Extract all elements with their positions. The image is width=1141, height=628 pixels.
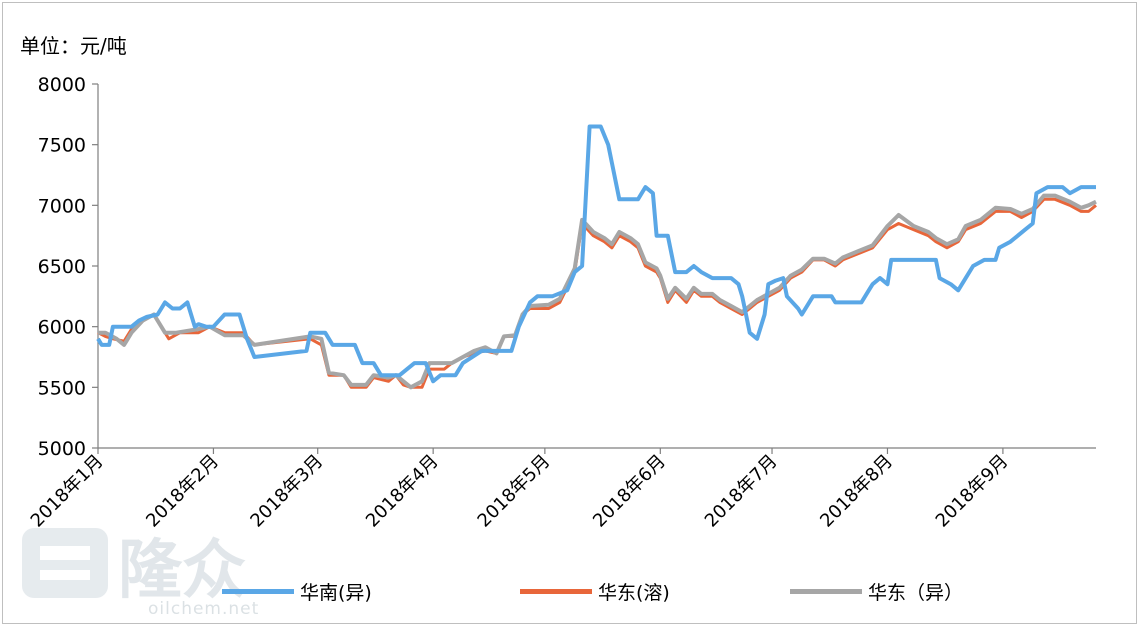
legend-swatch xyxy=(222,589,294,594)
series-line-0 xyxy=(96,124,1096,384)
x-tick-label: 2018年5月 xyxy=(474,451,555,532)
legend-swatch xyxy=(520,589,592,594)
legend-item: 华东（异） xyxy=(790,578,963,605)
series-lines xyxy=(96,124,1097,390)
watermark-site: oilchem.net xyxy=(148,599,259,619)
y-tick-label: 7000 xyxy=(38,195,86,217)
x-tick-label: 2018年1月 xyxy=(27,451,108,532)
legend-swatch xyxy=(790,589,862,594)
x-tick-label: 2018年7月 xyxy=(701,451,782,532)
x-tick-label: 2018年9月 xyxy=(932,451,1013,532)
x-tick-label: 2018年2月 xyxy=(142,451,223,532)
axes xyxy=(97,84,1096,449)
y-tick-label: 6500 xyxy=(38,256,86,278)
y-tick-label: 5500 xyxy=(38,377,86,399)
y-tick-label: 8000 xyxy=(38,74,86,96)
y-ticks: 5000 5500 6000 6500 7000 7500 8000 xyxy=(38,74,98,460)
watermark-logo-text: 隆众 xyxy=(118,534,246,608)
x-tick-label: 2018年6月 xyxy=(589,451,670,532)
legend-item: 华南(异) xyxy=(222,578,372,605)
legend-label: 华南(异) xyxy=(300,582,372,604)
watermark-logo-icon xyxy=(22,528,108,598)
series-line-2 xyxy=(98,193,1097,390)
y-tick-label: 5000 xyxy=(38,438,86,460)
y-tick-label: 7500 xyxy=(38,135,86,157)
x-tick-label: 2018年4月 xyxy=(362,451,443,532)
y-axis-unit-label: 单位：元/吨 xyxy=(20,34,127,58)
watermark: 隆众 oilchem.net xyxy=(22,528,259,619)
series-line-1 xyxy=(97,197,1097,389)
legend-label: 华东(溶) xyxy=(598,582,670,604)
x-ticks: 2018年1月 2018年2月 2018年3月 2018年4月 2018年5月 2018年… xyxy=(27,448,1013,532)
y-tick-label: 6000 xyxy=(38,317,86,339)
legend-item: 华东(溶) xyxy=(520,578,670,605)
x-tick-label: 2018年8月 xyxy=(816,451,897,532)
legend-label: 华东（异） xyxy=(868,582,964,604)
x-tick-label: 2018年3月 xyxy=(246,451,327,532)
